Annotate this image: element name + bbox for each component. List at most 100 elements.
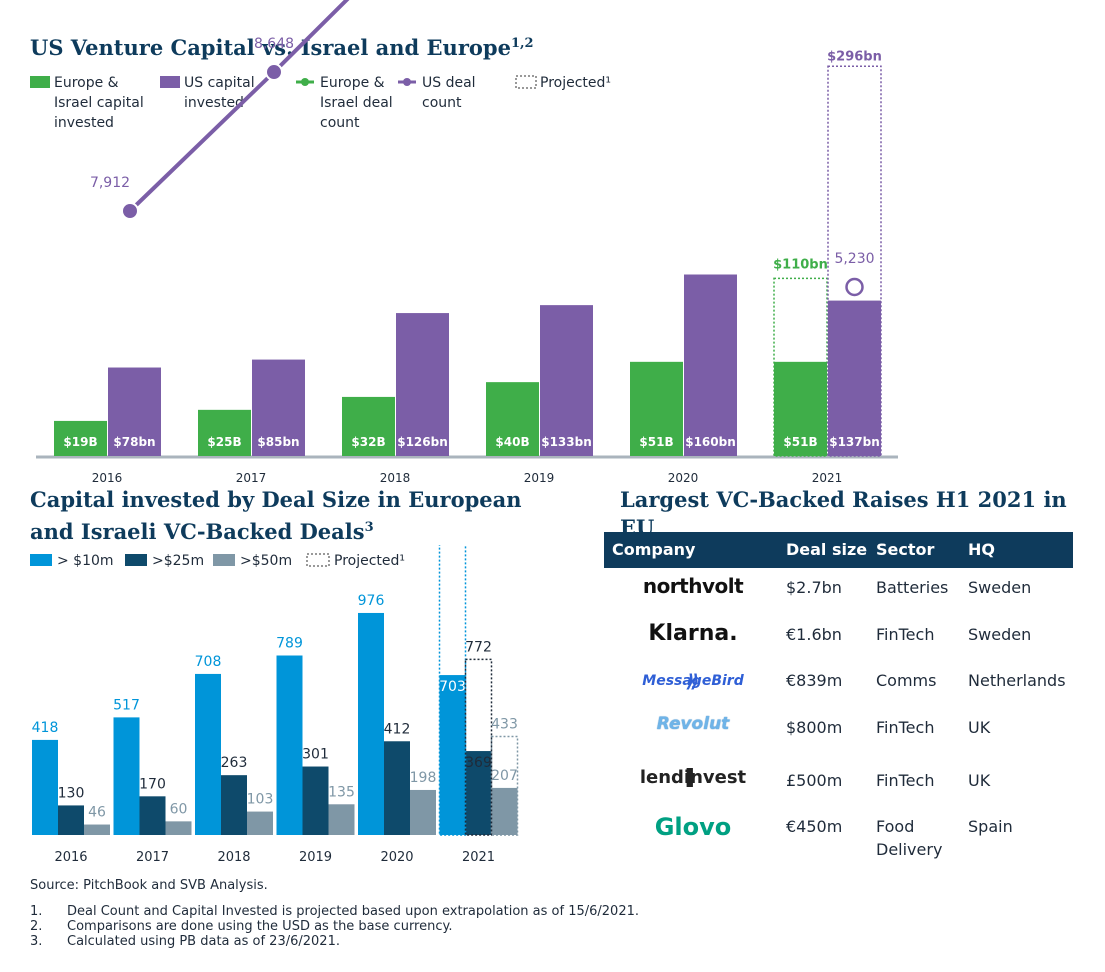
x-tick-label: 2017: [236, 471, 267, 485]
x-tick-label: 2018: [217, 850, 250, 865]
hq: UK: [968, 771, 991, 790]
legend-swatch: [30, 76, 50, 88]
bar-value-label: 976: [358, 593, 385, 609]
raises-table: Company Deal size Sector HQ northvolt $2.…: [604, 532, 1073, 859]
bar-label: $78bn: [113, 435, 155, 449]
hq: Sweden: [968, 578, 1032, 597]
table-row: ⟫ MessageBird €839m Comms Netherlands: [604, 669, 1073, 709]
legend-swatch-projected: [515, 75, 537, 89]
company-logo: Revolut: [656, 714, 730, 734]
deal-size: $800m: [786, 718, 843, 737]
legend-label: Israel deal: [320, 95, 393, 111]
bar-label: $51B: [783, 435, 817, 449]
legend-label: count: [422, 95, 462, 111]
footnote: 1. Deal Count and Capital Invested is pro…: [30, 904, 639, 919]
bar-projected: [438, 545, 467, 836]
us-deal-count-line: [128, 0, 350, 213]
bar-europe-israel: [54, 420, 107, 456]
x-tick-label: 2021: [462, 850, 495, 865]
bar-us: [828, 300, 881, 456]
legend-label: invested: [184, 95, 244, 111]
sector: FinTech: [876, 771, 935, 790]
lendinvest-icon: ▌: [686, 768, 700, 787]
deal-size: $2.7bn: [786, 578, 842, 597]
bar-europe-israel: [630, 361, 683, 456]
legend-label: Europe &: [54, 75, 119, 91]
bar-value-label: 46: [88, 805, 106, 821]
bar-value-label: 170: [139, 776, 166, 792]
x-tick-label: 2019: [299, 850, 332, 865]
company-logo: northvolt: [642, 574, 744, 598]
header-deal-size: Deal size: [786, 540, 868, 559]
projected-label: $110bn: [773, 257, 828, 272]
table-row: Klarna. €1.6bn FinTech Sweden: [604, 621, 1073, 663]
bar-value-label: 103: [247, 792, 274, 808]
bar-value-label: 301: [302, 747, 329, 763]
legend-label: US deal: [422, 75, 476, 91]
table-header: Company Deal size Sector HQ: [604, 532, 1073, 568]
legend-label: Europe &: [320, 75, 385, 91]
sector: Food Delivery: [876, 817, 943, 859]
header-company: Company: [612, 540, 696, 559]
company-logo: ⟫ MessageBird: [642, 670, 744, 692]
table-title: Largest VC-Backed Raises H1 2021 in EU: [620, 487, 1067, 540]
bar-deal-size: [139, 796, 166, 835]
bar-label: $126bn: [397, 435, 448, 449]
bar-value-label: 708: [195, 654, 222, 670]
bar-deal-size: [328, 804, 355, 835]
bar-value-label: 130: [58, 785, 85, 801]
table-row: Glovo €450m Food Delivery Spain: [604, 813, 1073, 859]
legend-swatch: [213, 554, 235, 566]
bar-projected: [464, 658, 493, 836]
legend-label: >$25m: [152, 553, 204, 569]
bar-label: $25B: [207, 435, 241, 449]
bar-label: $19B: [63, 435, 97, 449]
legend-label: invested: [54, 115, 114, 131]
bar-deal-size: [58, 805, 84, 835]
bar-value-label: 60: [170, 801, 188, 817]
bar-deal-size: [221, 775, 247, 835]
bar-label: $85bn: [257, 435, 299, 449]
hq: Netherlands: [968, 671, 1066, 690]
bar-deal-size: [384, 741, 410, 835]
bar-us: [108, 367, 161, 456]
messagebird-icon: ⟫: [686, 670, 700, 692]
legend-swatch: [160, 76, 180, 88]
bar-label: $137bn: [829, 435, 880, 449]
deal-size: €450m: [786, 817, 843, 836]
projected-label: $296bn: [827, 49, 882, 64]
bar-deal-size: [302, 766, 329, 835]
x-tick-label: 2019: [524, 471, 555, 485]
bar-deal-size: [276, 655, 303, 835]
x-tick-label: 2020: [380, 850, 413, 865]
bar-value-label: 703: [439, 679, 466, 695]
deal-count-point: [265, 63, 283, 82]
bar-value-label: 789: [276, 636, 303, 652]
footnote: 3. Calculated using PB data as of 23/6/20…: [30, 934, 340, 949]
footnote: 2. Comparisons are done using the USD as …: [30, 919, 453, 934]
source-note: Source: PitchBook and SVB Analysis.: [30, 878, 268, 893]
bar-label: $32B: [351, 435, 385, 449]
sector: Comms: [876, 671, 937, 690]
legend-marker: [301, 78, 309, 86]
legend-label: US capital: [184, 75, 255, 91]
header-sector: Sector: [876, 540, 935, 559]
bar-label: $51B: [639, 435, 673, 449]
table-row: ▌ lendinvest £500m FinTech UK: [604, 767, 1073, 809]
legend-label: >$50m: [240, 553, 292, 569]
bar-deal-size: [410, 789, 436, 835]
bar-deal-size: [491, 787, 518, 835]
bar-deal-size: [439, 675, 466, 835]
bar-value-label: 263: [221, 755, 248, 771]
deal-count-point: [121, 202, 139, 220]
bar-us: [396, 313, 449, 456]
bar-deal-size: [165, 821, 192, 835]
bar-projected: [490, 735, 519, 836]
legend-label: Projected¹: [540, 75, 611, 91]
chart1: Europe & Israel capital invested US capital…: [30, 0, 898, 485]
bar-europe-israel: [774, 361, 827, 456]
bar-us: [684, 274, 737, 456]
bar-label: $160bn: [685, 435, 736, 449]
bar-value-label: 207: [491, 768, 518, 784]
